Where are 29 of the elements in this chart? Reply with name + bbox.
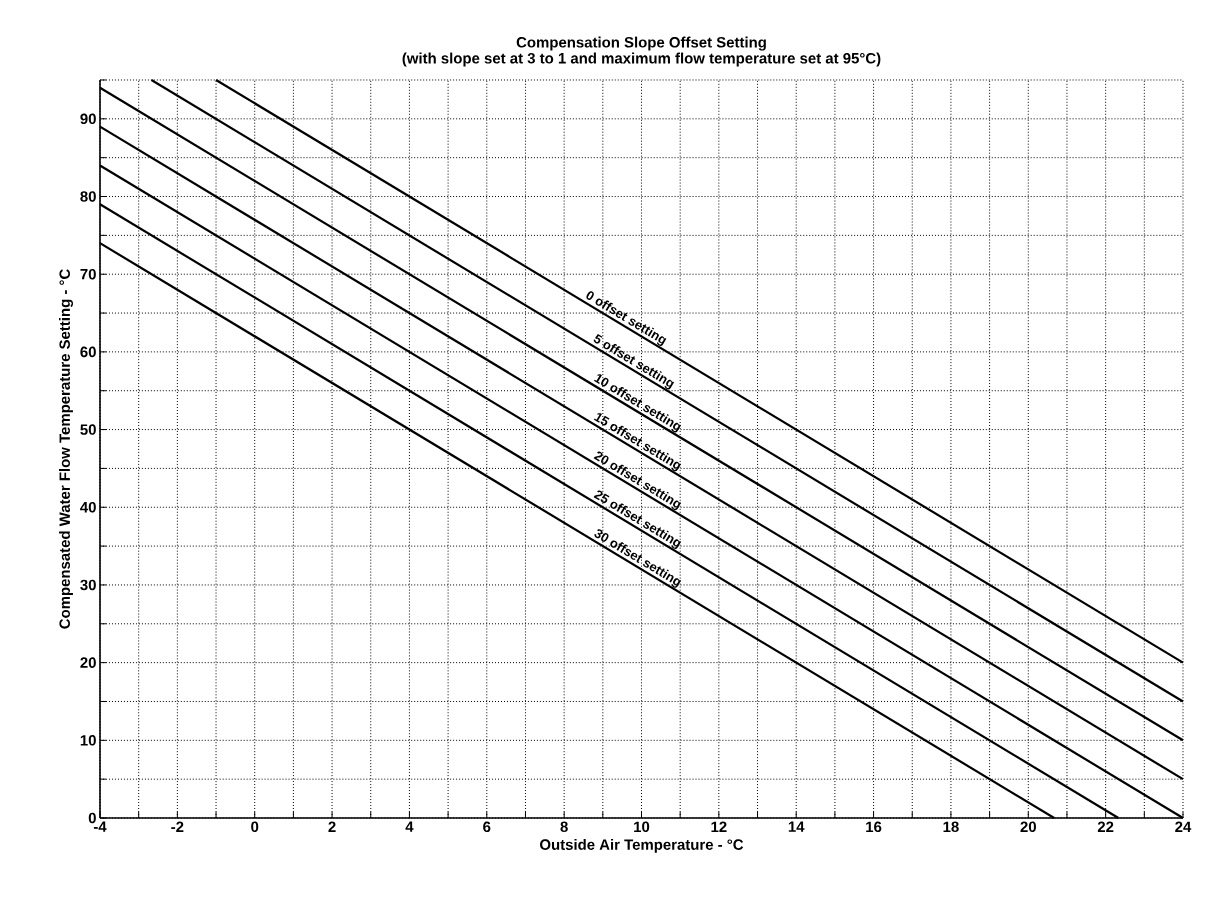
x-tick-label: 0 <box>251 821 259 833</box>
y-tick-label: 80 <box>80 191 96 202</box>
x-tick-label: 12 <box>711 821 727 832</box>
x-axis-title: Outside Air Temperature - °C <box>540 838 744 853</box>
x-tick-label: 2 <box>328 821 336 832</box>
x-tick-label: 14 <box>788 821 805 832</box>
x-tick-label: -4 <box>93 821 107 832</box>
y-axis-title: Compensated Water Flow Temperature Setting - °C <box>59 269 74 629</box>
chart-subtitle: (with slope set at 3 to 1 and maximum flow temperature set at 95°C) <box>402 52 881 67</box>
x-tick-label: 4 <box>405 821 414 832</box>
y-tick-label: 60 <box>80 346 96 358</box>
x-tick-label: 10 <box>634 821 650 833</box>
x-tick-label: -2 <box>171 821 184 832</box>
y-tick-label: 20 <box>80 657 96 668</box>
y-tick-label: 40 <box>80 501 96 513</box>
y-tick-label: 10 <box>80 735 96 746</box>
y-tick-label: 30 <box>80 579 96 591</box>
x-tick-label: 18 <box>943 821 959 833</box>
x-tick-label: 16 <box>866 821 882 833</box>
x-tick-label: 6 <box>483 821 491 833</box>
y-tick-label: 50 <box>80 424 96 435</box>
x-tick-label: 22 <box>1097 821 1114 832</box>
x-tick-label: 24 <box>1175 821 1192 832</box>
chart-title: Compensation Slope Offset Setting <box>516 36 766 51</box>
x-tick-label: 8 <box>560 821 568 833</box>
y-tick-label: 90 <box>80 113 96 125</box>
y-tick-label: 0 <box>88 812 96 824</box>
x-tick-label: 20 <box>1020 821 1036 833</box>
y-tick-label: 70 <box>80 268 96 280</box>
